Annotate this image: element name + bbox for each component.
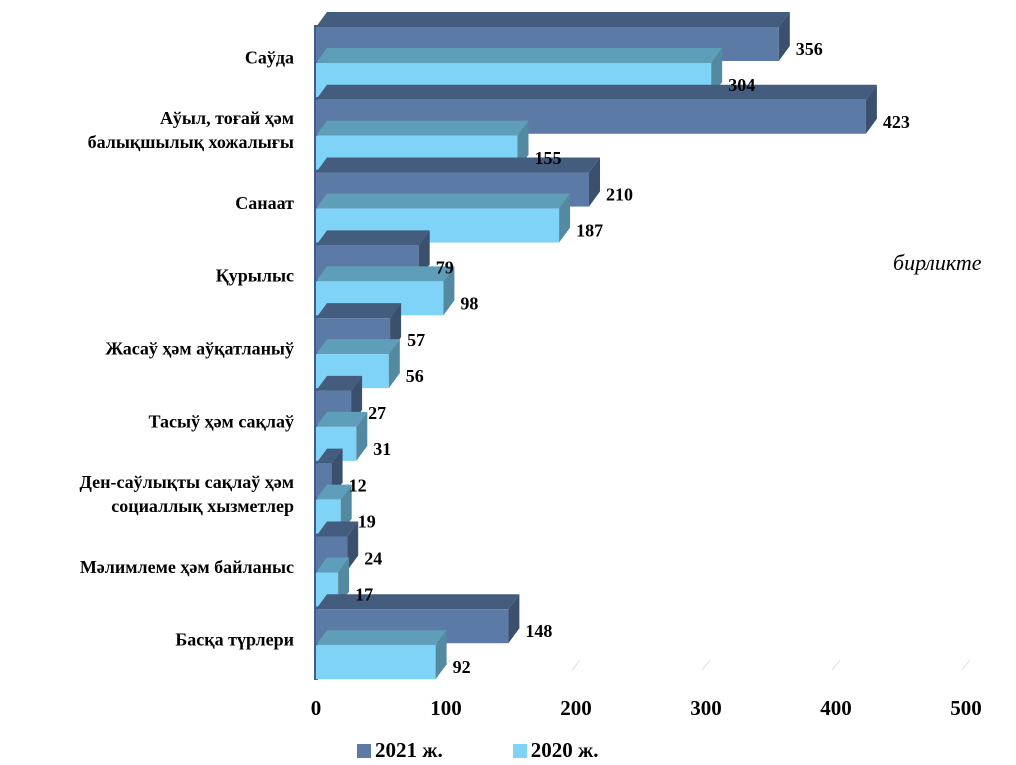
data-label: 148 — [525, 621, 552, 641]
bar-end — [508, 594, 520, 644]
data-label: 24 — [364, 548, 382, 568]
bars — [316, 12, 877, 680]
bar-end — [347, 521, 359, 571]
bar-end — [711, 48, 723, 97]
bar-top — [316, 375, 363, 391]
gridline — [571, 659, 581, 671]
bar-top — [316, 630, 447, 646]
category-label: Басқа түрлери — [175, 630, 294, 650]
bar-top — [316, 411, 368, 427]
bar-end — [443, 266, 455, 316]
legend-item-2021: 2021 ж. — [357, 738, 443, 763]
bar-end — [435, 630, 447, 680]
bar-top — [316, 594, 520, 610]
bar-end — [865, 84, 877, 134]
category-label: Мәлимлеме ҳәм байланыс — [80, 557, 294, 577]
bar-top — [316, 48, 723, 63]
bar-top — [316, 521, 359, 537]
bar-top — [316, 266, 455, 282]
legend-swatch-2020 — [512, 743, 527, 758]
data-label: 92 — [453, 657, 471, 677]
bar-2020 — [316, 645, 436, 680]
category-label: Тасыў ҳәм сақлаў — [148, 411, 294, 431]
data-label: 17 — [355, 584, 373, 604]
data-label: 356 — [796, 39, 823, 59]
bar-end — [559, 193, 571, 243]
axis-edge — [314, 25, 318, 680]
category-label: Саўда — [245, 47, 294, 67]
data-label: 187 — [576, 221, 603, 241]
bar-top — [316, 84, 877, 100]
category-label: социаллық хызметлер — [111, 496, 294, 516]
data-label: 19 — [358, 512, 376, 532]
gridline — [831, 659, 841, 671]
data-label: 423 — [883, 112, 910, 132]
data-label: 98 — [460, 293, 478, 313]
bar-top — [316, 12, 790, 27]
category-label: Жасаў ҳәм аўқатланыў — [105, 339, 294, 359]
bar-top — [316, 484, 352, 500]
gridline — [701, 659, 711, 671]
data-label: 210 — [606, 185, 633, 205]
category-label: Ден-саўлықты сақлаў ҳәм — [79, 472, 294, 492]
bar-end — [338, 557, 350, 607]
data-label: 155 — [535, 148, 562, 168]
data-label: 31 — [373, 439, 391, 459]
bar-top — [316, 448, 343, 464]
data-label: 304 — [728, 75, 755, 95]
category-label: балықшылық хожалығы — [88, 132, 294, 152]
bar-top — [316, 157, 600, 173]
x-tick-label: 200 — [560, 696, 592, 720]
bar-end — [589, 157, 600, 207]
x-tick-label: 300 — [690, 696, 722, 720]
category-label: Санаат — [235, 193, 294, 213]
data-label: 27 — [368, 403, 386, 423]
labels: 356 304 Саўда 423 155 Аўыл, тоғай ҳәм балықшыл… — [79, 39, 981, 720]
gridline — [961, 659, 971, 671]
legend-item-2020: 2020 ж. — [512, 738, 599, 763]
x-tick-label: 400 — [820, 696, 852, 720]
x-tick-label: 500 — [950, 696, 982, 720]
data-label: 79 — [436, 257, 454, 277]
data-label: 56 — [406, 366, 424, 386]
category-label: Аўыл, тоғай ҳәм — [160, 108, 294, 128]
bar-end — [356, 411, 368, 461]
legend: 2021 ж. 2020 ж. — [357, 738, 668, 763]
data-label: 57 — [407, 330, 425, 350]
bar-top — [316, 120, 529, 136]
bar-top — [316, 339, 400, 355]
legend-swatch-2021 — [357, 743, 371, 758]
bar-top — [316, 230, 430, 246]
bar-top — [316, 557, 350, 573]
unit-label: бирликте — [893, 250, 982, 275]
bar-end — [340, 484, 352, 534]
legend-label-2020: 2020 ж. — [530, 738, 599, 762]
bar-end — [778, 12, 790, 61]
legend-label-2021: 2021 ж. — [375, 738, 443, 762]
category-label: Қурылыс — [216, 266, 294, 286]
x-tick-label: 100 — [430, 696, 462, 720]
x-tick-label: 0 — [311, 696, 322, 720]
bar-end — [388, 339, 400, 389]
bar-top — [316, 303, 402, 319]
data-label: 12 — [349, 476, 367, 496]
bar-top — [316, 193, 571, 209]
bar-end — [517, 120, 529, 170]
